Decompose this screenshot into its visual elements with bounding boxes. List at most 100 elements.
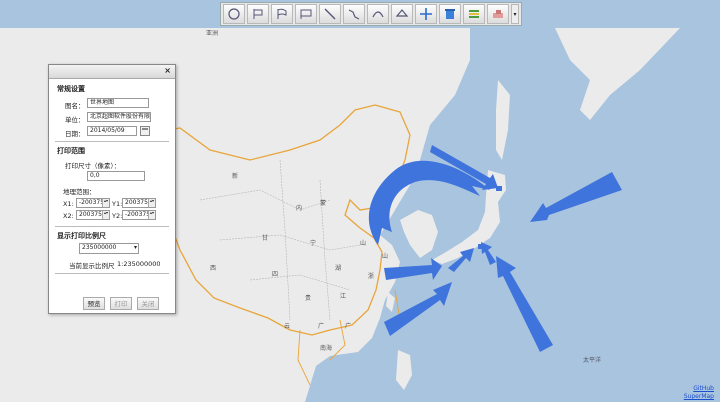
layers-icon (469, 10, 479, 18)
polyline-draw-icon (348, 9, 360, 20)
close-icon[interactable]: × (164, 66, 171, 75)
land-kamchatka (555, 28, 680, 120)
svg-text:蒙: 蒙 (320, 199, 326, 207)
curve-draw-button[interactable] (367, 4, 389, 24)
label-pacific: 太平洋 (583, 356, 601, 364)
svg-text:贵: 贵 (305, 294, 311, 302)
marker-2 (478, 244, 484, 249)
print-size-label: 打印尺寸（像素）： (65, 162, 121, 170)
x1-input[interactable]: -200375 ▴▾ (76, 198, 110, 208)
print-button[interactable]: 打印 (110, 297, 132, 310)
land-taiwan (386, 292, 395, 312)
flag-button[interactable] (247, 4, 269, 24)
section-print-range: 打印范围 (57, 147, 85, 155)
flag-wave-button[interactable] (271, 4, 293, 24)
line-draw-icon (324, 8, 336, 20)
arrow-south-1 (384, 282, 452, 336)
y1-value: 200375 (125, 199, 148, 206)
move-icon (420, 8, 432, 20)
eraser-icon (493, 10, 503, 18)
svg-text:南海: 南海 (320, 344, 332, 352)
close-button[interactable]: 关闭 (137, 297, 159, 310)
current-scale-value: 1:235000000 (117, 260, 161, 268)
polygon-draw-button[interactable] (391, 4, 413, 24)
arrow-pacific-1 (496, 256, 553, 352)
layers-button[interactable] (463, 4, 485, 24)
y1-spinner[interactable]: ▴▾ (148, 199, 155, 207)
flag-wave-icon (277, 8, 287, 19)
scale-value: 235000000 (82, 244, 117, 251)
reset-view-button[interactable] (223, 4, 245, 24)
x1-spinner[interactable]: ▴▾ (102, 199, 109, 207)
x1-label: X1: (63, 200, 74, 208)
flag-icon (253, 9, 263, 19)
scale-select[interactable]: 235000000 ▾ (79, 243, 139, 254)
unit-input[interactable]: 北京超图软件股份有限公 (87, 112, 151, 122)
svg-text:浙: 浙 (368, 272, 374, 280)
map-name-label: 图名： (65, 102, 85, 110)
flag-double-icon (300, 9, 312, 19)
y2-label: Y2: (112, 212, 123, 220)
svg-text:广: 广 (318, 322, 324, 330)
china-border (139, 104, 411, 336)
arrows (368, 145, 622, 352)
section-scale: 显示打印比例尺 (57, 232, 106, 240)
arrow-korea (384, 258, 442, 280)
eraser-button[interactable] (487, 4, 509, 24)
curve-draw-icon (372, 11, 384, 18)
divider (55, 226, 169, 227)
svg-text:山: 山 (382, 252, 388, 260)
x2-value: 200375 (79, 211, 102, 218)
arrow-pacific-3 (481, 242, 496, 265)
marker-1 (496, 186, 502, 191)
supermap-link[interactable]: SuperMap (683, 393, 714, 400)
arrow-north-east (430, 145, 498, 190)
print-size-input[interactable]: 0,0 (87, 171, 145, 181)
polygon-draw-icon (395, 9, 409, 17)
map-toolbar: ▾ (220, 2, 522, 26)
province-lines (199, 159, 361, 321)
reset-view-icon (228, 8, 240, 20)
github-link[interactable]: GitHub (693, 385, 714, 392)
land-philippines (396, 350, 412, 390)
svg-text:宁: 宁 (310, 239, 316, 247)
date-label: 日期： (65, 130, 85, 138)
x2-spinner[interactable]: ▴▾ (102, 211, 109, 219)
flag-double-button[interactable] (295, 4, 317, 24)
x2-input[interactable]: 200375 ▴▾ (76, 210, 110, 220)
y1-input[interactable]: 200375 ▴▾ (122, 198, 156, 208)
land-korea (400, 210, 438, 258)
y2-spinner[interactable]: ▴▾ (148, 211, 155, 219)
chevron-down-icon: ▾ (133, 244, 137, 251)
unit-label: 单位： (65, 116, 85, 124)
land-japan (432, 170, 506, 264)
delete-button[interactable] (439, 4, 461, 24)
toolbar-dropdown-button[interactable]: ▾ (511, 4, 519, 24)
arrow-east-sea (530, 172, 622, 222)
svg-text:甘: 甘 (262, 234, 268, 242)
city-labels: 内甘 蒙 宁四 湖 贵 江云 广 广 山 新西浙 山南海 (210, 172, 388, 352)
svg-text:广: 广 (345, 322, 351, 330)
svg-text:山: 山 (360, 239, 366, 247)
svg-text:内: 内 (296, 204, 302, 212)
delete-icon (445, 9, 455, 19)
divider (55, 273, 169, 274)
svg-text:西: 西 (210, 265, 216, 272)
arrow-pacific-2 (448, 248, 474, 272)
y1-label: Y1: (112, 200, 123, 208)
move-button[interactable] (415, 4, 437, 24)
current-scale-label: 当前显示比例尺 (69, 262, 115, 270)
y2-input[interactable]: -200375 ▴▾ (122, 210, 156, 220)
svg-text:江: 江 (340, 293, 346, 300)
polyline-draw-button[interactable] (343, 4, 365, 24)
preview-button[interactable]: 预览 (83, 297, 105, 310)
calendar-icon[interactable] (140, 126, 150, 136)
svg-text:湖: 湖 (335, 264, 341, 272)
date-input[interactable]: 2014/05/09 (87, 126, 137, 136)
label-asia: 亚洲 (206, 30, 218, 37)
map-name-input[interactable]: 世界地图 (87, 98, 149, 108)
panel-header[interactable]: × (49, 65, 175, 79)
svg-text:云: 云 (284, 323, 290, 330)
line-draw-button[interactable] (319, 4, 341, 24)
svg-text:四: 四 (272, 271, 278, 278)
